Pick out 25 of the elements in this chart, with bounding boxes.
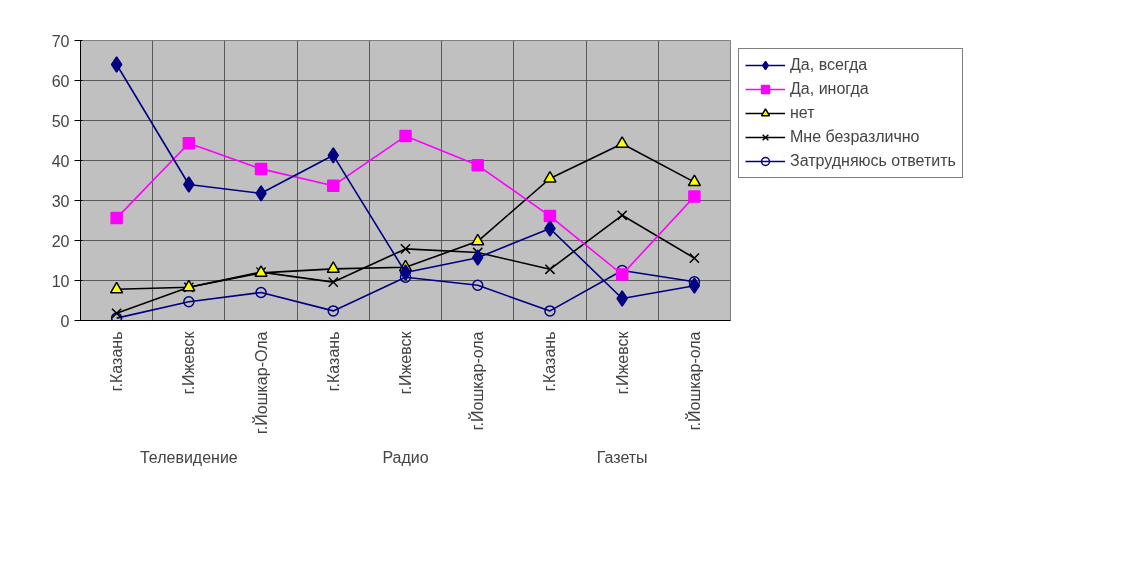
- legend-label: нет: [790, 104, 815, 122]
- y-tick-label: 70: [51, 32, 70, 50]
- legend-label: Мне безразлично: [790, 128, 920, 146]
- y-tick-label: 40: [51, 152, 70, 170]
- x-tick-label: г.Ижевск: [613, 330, 631, 395]
- text: Радио: [382, 448, 429, 466]
- y-tick-label: 20: [51, 232, 70, 250]
- x-tick-label: г.Йошкар-ола: [468, 331, 487, 431]
- x-tick-label: г.Казань: [324, 331, 342, 392]
- x-tick-label: г.Казань: [108, 331, 126, 392]
- text: Телевидение: [139, 448, 238, 466]
- x-tick-label: г.Казань: [541, 331, 559, 392]
- y-tick-label: 10: [51, 272, 70, 290]
- x-tick-label: г.Ижевск: [397, 330, 414, 395]
- x-tick-label: г.Йошкар-ола: [684, 331, 703, 431]
- x-tick-label: г.Йошкар-Ола: [251, 331, 270, 435]
- y-tick-label: 30: [51, 192, 70, 210]
- y-tick-label: 50: [51, 112, 70, 130]
- y-tick-label: 0: [60, 312, 70, 330]
- x-tick-label: г.Ижевск: [180, 330, 198, 395]
- legend-label: Да, всегда: [790, 56, 868, 74]
- text: Газеты: [596, 448, 648, 466]
- y-tick-label: 60: [51, 72, 70, 90]
- legend-label: Да, иногда: [790, 80, 869, 98]
- legend-label: Затрудняюсь ответить: [790, 152, 956, 170]
